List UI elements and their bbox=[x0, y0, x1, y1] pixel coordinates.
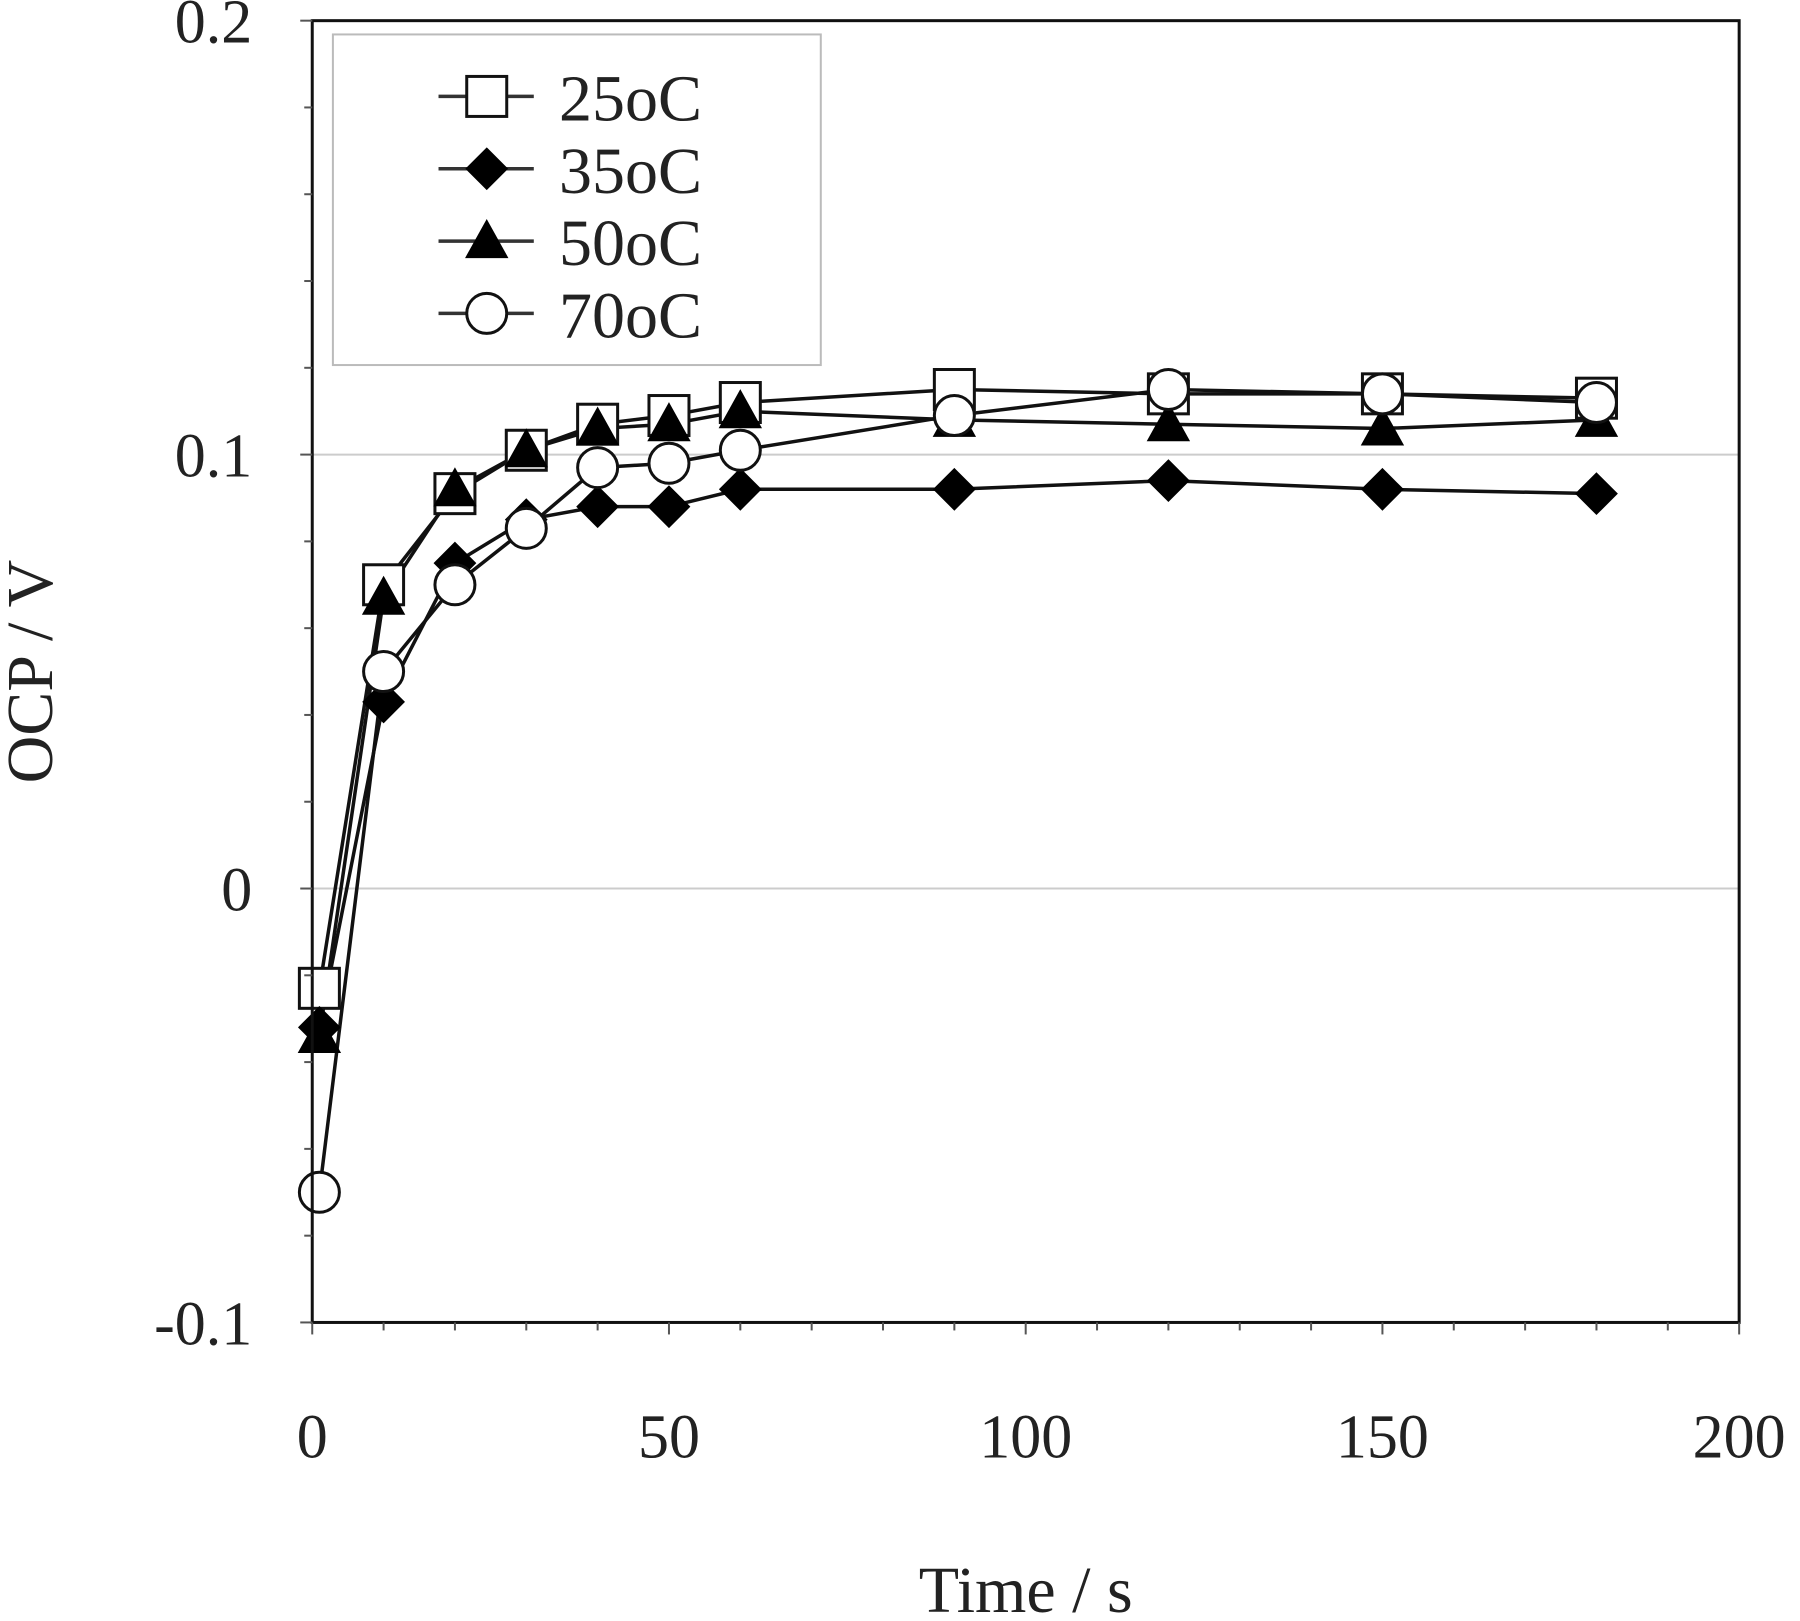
triangle-filled-marker bbox=[718, 389, 763, 429]
y-tick-label: -0.1 bbox=[154, 1290, 252, 1358]
triangle-filled-marker bbox=[433, 467, 477, 507]
series-lines bbox=[317, 387, 1597, 1193]
diamond-filled-marker bbox=[647, 485, 691, 529]
legend-item: 35oC bbox=[438, 135, 702, 208]
x-tick-label: 50 bbox=[638, 1403, 700, 1471]
circle-open-marker bbox=[1574, 381, 1618, 425]
circle-open-icon bbox=[465, 291, 509, 335]
gridlines bbox=[312, 453, 1740, 890]
axis-ticks bbox=[300, 19, 1741, 1335]
diamond-filled-marker bbox=[1361, 467, 1404, 511]
x-tick-label: 150 bbox=[1336, 1403, 1429, 1471]
legend-label: 50oC bbox=[559, 207, 702, 280]
circle-open-marker bbox=[576, 446, 620, 490]
diamond-filled-marker bbox=[1146, 459, 1190, 503]
diamond-filled-marker bbox=[576, 485, 620, 529]
circle-open-marker bbox=[362, 650, 406, 694]
circle-open-marker bbox=[932, 394, 976, 438]
y-tick-label: 0.1 bbox=[175, 423, 253, 491]
circle-open-marker bbox=[718, 428, 762, 472]
diamond-filled-marker bbox=[1575, 472, 1618, 516]
circle-open-marker bbox=[647, 441, 691, 485]
triangle-filled-marker bbox=[575, 406, 620, 446]
legend-box bbox=[331, 33, 822, 367]
x-tick-label: 100 bbox=[979, 1403, 1072, 1471]
y-tick-label: 0 bbox=[221, 857, 252, 925]
diamond-filled-marker bbox=[362, 680, 406, 724]
series-line-35oC bbox=[317, 478, 1597, 1028]
triangle-filled-marker bbox=[504, 428, 548, 468]
legend-label: 35oC bbox=[559, 135, 702, 208]
circle-open-marker bbox=[297, 1170, 341, 1214]
diamond-filled-marker bbox=[718, 467, 762, 511]
triangle-filled-marker bbox=[647, 402, 691, 442]
diamond-filled-icon bbox=[465, 147, 509, 191]
x-axis-title: Time / s bbox=[919, 1554, 1133, 1621]
y-axis-title: OCP / V bbox=[0, 560, 67, 784]
x-tick-label: 0 bbox=[297, 1403, 328, 1471]
legend-item: 25oC bbox=[438, 62, 702, 135]
triangle-filled-marker bbox=[1360, 406, 1405, 446]
legend-label: 25oC bbox=[559, 62, 702, 135]
x-axis-tick-labels: 0 50 100 150 200 bbox=[297, 1403, 1786, 1471]
circle-open-marker bbox=[504, 506, 548, 550]
series-markers bbox=[297, 368, 1619, 1214]
diamond-filled-marker bbox=[932, 467, 976, 511]
legend-item: 50oC bbox=[438, 207, 702, 280]
series-markers-70oC bbox=[297, 368, 1618, 1214]
triangle-filled-icon bbox=[465, 219, 509, 259]
triangle-filled-marker bbox=[297, 1013, 342, 1054]
series-line-70oC bbox=[317, 387, 1597, 1193]
circle-open-marker bbox=[1146, 368, 1190, 412]
triangle-filled-marker bbox=[361, 575, 406, 615]
y-axis-tick-labels: -0.1 0 0.1 0.2 bbox=[154, 0, 252, 1358]
y-tick-label: 0.2 bbox=[175, 0, 253, 57]
circle-open-marker bbox=[433, 563, 477, 607]
series-markers-35oC bbox=[297, 459, 1618, 1049]
triangle-filled-marker bbox=[1146, 402, 1191, 442]
circle-open-marker bbox=[1360, 372, 1404, 416]
legend-label: 70oC bbox=[559, 279, 702, 352]
x-tick-label: 200 bbox=[1693, 1403, 1786, 1471]
legend-item: 70oC bbox=[438, 279, 702, 352]
square-open-icon bbox=[465, 74, 509, 118]
